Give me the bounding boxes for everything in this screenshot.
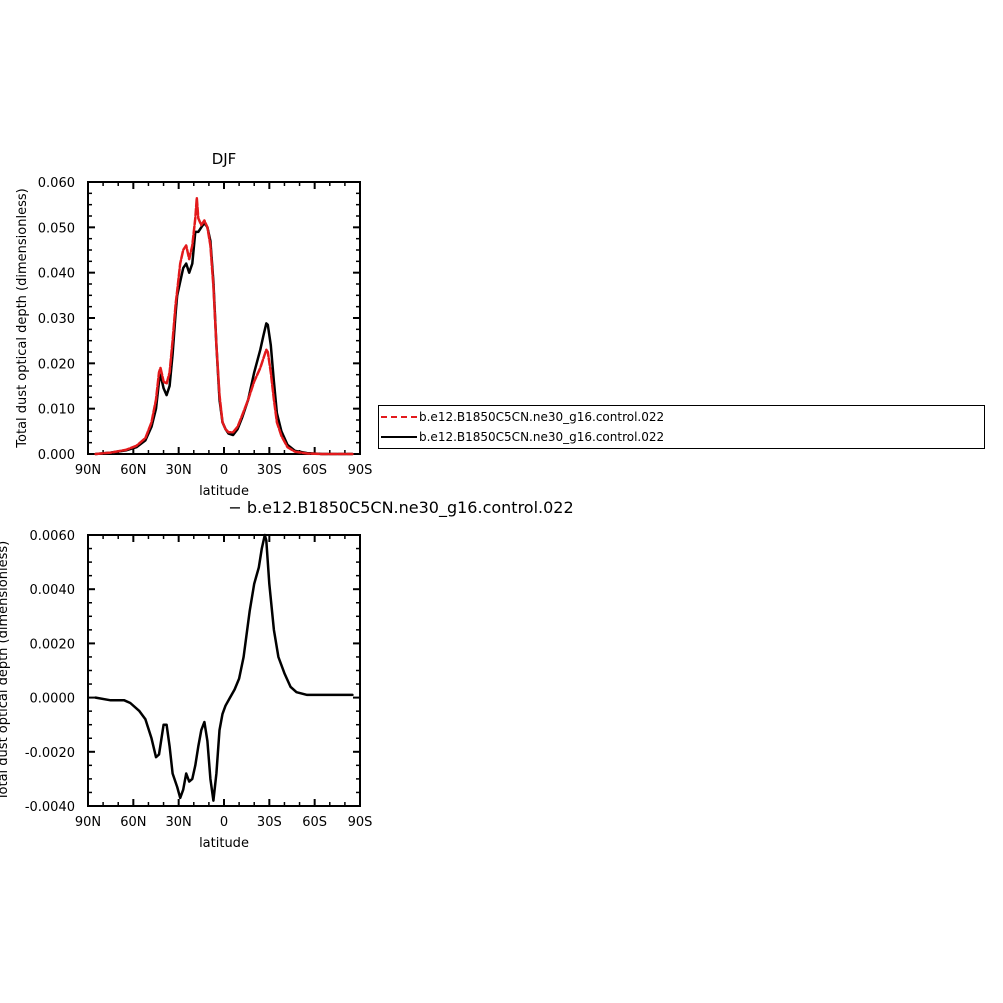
series-line-red [94,196,354,456]
legend-label-red: b.e12.B1850C5CN.ne30_g16.control.022 [419,410,665,424]
y-tick-label: 0.0060 [30,529,76,544]
legend-swatch-black [381,436,417,438]
y-tick-label: 0.010 [38,403,75,418]
bottom-chart-difference: 90N 60N 30N 0 30S 60S 90S -0.0040 -0.0020 0.0000 0… [0,498,574,851]
x-axis-label: latitude [199,484,249,499]
y-tick-label: 0.0020 [30,637,76,652]
x-tick-label: 60S [302,815,327,830]
y-tick-label: 0.0000 [30,692,76,707]
legend-label-black: b.e12.B1850C5CN.ne30_g16.control.022 [419,430,665,444]
chart-title: − b.e12.B1850C5CN.ne30_g16.control.022 [228,498,573,518]
y-tick-label: 0.030 [38,312,75,327]
x-tick-label: 90N [75,463,101,478]
y-tick-label: 0.020 [38,357,75,372]
x-tick-label: 60S [302,463,327,478]
legend-entry-red: b.e12.B1850C5CN.ne30_g16.control.022 [381,408,664,426]
x-tick-label: 90S [348,463,373,478]
y-tick-label: 0.060 [38,176,75,191]
y-tick-label: 0.0040 [30,583,76,598]
y-tick-label: -0.0040 [25,800,75,815]
x-tick-label: 90S [348,815,373,830]
x-tick-label: 30S [257,815,282,830]
legend: b.e12.B1850C5CN.ne30_g16.control.022 b.e… [378,405,985,449]
series-line-black [94,533,354,802]
top-chart-djf: 90N 60N 30N 0 30S 60S 90S 0.000 0.010 0.020 0.030 0… [15,150,372,499]
y-tick-label: 0.040 [38,267,75,282]
plot-frame [87,181,361,455]
y-axis-label: Total dust optical depth (dimensionless) [15,188,30,448]
chart-title: DJF [212,150,237,168]
y-tick-label: 0.000 [38,448,75,463]
plot-frame [87,534,361,807]
y-tick-label: 0.050 [38,221,75,236]
x-tick-label: 30N [166,463,192,478]
legend-entry-black: b.e12.B1850C5CN.ne30_g16.control.022 [381,428,664,446]
x-axis-label: latitude [199,836,249,851]
x-tick-label: 30N [166,815,192,830]
series-line-black [94,221,354,456]
x-tick-label: 90N [75,815,101,830]
x-tick-label: 30S [257,463,282,478]
x-tick-label: 60N [120,463,146,478]
x-tick-label: 0 [220,463,228,478]
x-tick-label: 0 [220,815,228,830]
x-tick-label: 60N [120,815,146,830]
y-axis-label: Total dust optical depth (dimensionless) [0,541,11,801]
legend-swatch-red [381,416,417,418]
y-tick-label: -0.0020 [25,746,75,761]
y-axis-label-group: Total dust optical depth (dimensionless) [0,541,11,801]
